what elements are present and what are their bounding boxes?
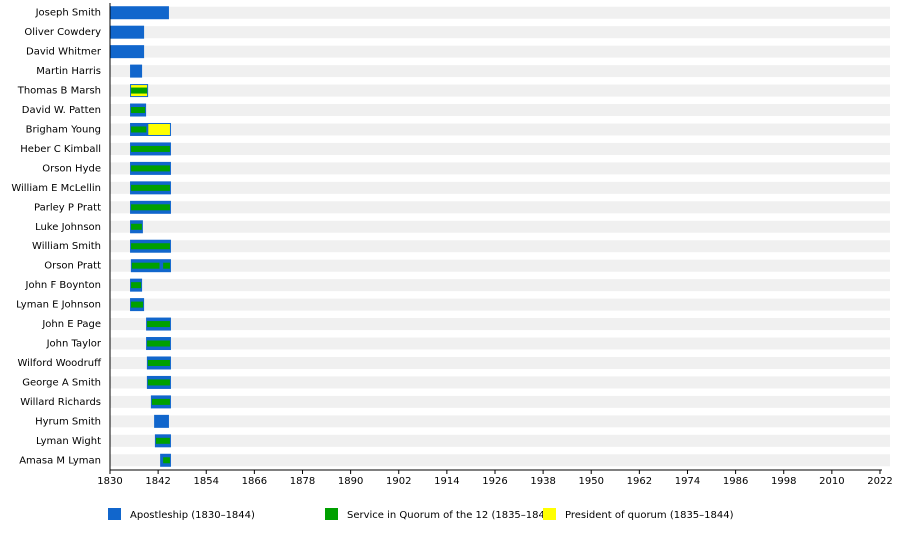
quorum-bar (163, 262, 170, 269)
row-label: Heber C Kimball (20, 144, 101, 155)
legend-swatch (543, 508, 556, 520)
row-band (110, 240, 890, 253)
legend-swatch (108, 508, 121, 520)
row-label: David Whitmer (26, 47, 102, 58)
row-label: George A Smith (22, 377, 101, 388)
row-label: Orson Hyde (42, 163, 101, 174)
row-band (110, 279, 890, 292)
x-tick-label: 1914 (434, 476, 459, 487)
row-band (110, 318, 890, 331)
apostleship-bar (154, 414, 169, 428)
row-label: Lyman E Johnson (16, 300, 101, 311)
x-tick-label: 1890 (338, 476, 363, 487)
row-band (110, 395, 890, 408)
quorum-bar (131, 262, 160, 269)
x-tick-label: 1830 (97, 476, 122, 487)
row-band (110, 434, 890, 447)
row-label: William Smith (32, 241, 101, 252)
row-band (110, 298, 890, 311)
row-label: Oliver Cowdery (24, 27, 101, 38)
row-label: Joseph Smith (35, 8, 101, 19)
quorum-bar (163, 457, 170, 464)
row-label: Luke Johnson (35, 222, 101, 233)
row-label: Amasa M Lyman (19, 455, 101, 466)
x-tick-label: 1998 (771, 476, 796, 487)
quorum-bar (147, 321, 170, 328)
quorum-bar (131, 282, 142, 289)
x-tick-label: 1974 (675, 476, 700, 487)
quorum-bar (151, 398, 170, 405)
row-band (110, 142, 890, 155)
x-tick-label: 1842 (145, 476, 170, 487)
row-label: Brigham Young (26, 124, 101, 135)
row-band (110, 123, 890, 136)
quorum-bar (147, 379, 170, 386)
row-label: Parley P Pratt (34, 202, 101, 213)
row-band (110, 259, 890, 272)
x-tick-label: 1938 (530, 476, 555, 487)
row-band (110, 84, 890, 97)
quorum-bar (147, 340, 170, 347)
row-label: David W. Patten (22, 105, 101, 116)
row-band (110, 220, 890, 233)
quorum-bar (155, 437, 170, 444)
row-band (110, 45, 890, 58)
row-label: John F Boynton (25, 280, 101, 291)
legend-swatch (325, 508, 338, 520)
row-band (110, 201, 890, 214)
legend-label: President of quorum (1835–1844) (565, 510, 734, 521)
x-tick-label: 1962 (627, 476, 652, 487)
apostleship-bar (110, 45, 145, 59)
row-band (110, 6, 890, 19)
quorum-bar (131, 184, 170, 191)
row-band (110, 104, 890, 117)
row-band (110, 376, 890, 389)
row-label: Lyman Wight (36, 436, 101, 447)
row-label: Wilford Woodruff (17, 358, 102, 369)
quorum-bar (131, 223, 142, 230)
legend-label: Apostleship (1830–1844) (130, 510, 255, 521)
row-band (110, 65, 890, 78)
x-tick-label: 1866 (242, 476, 267, 487)
x-tick-label: 1854 (194, 476, 219, 487)
quorum-bar (131, 145, 170, 152)
quorum-bar (131, 243, 170, 250)
x-tick-label: 1902 (386, 476, 411, 487)
row-label: John E Page (41, 319, 101, 330)
row-band (110, 415, 890, 428)
row-band (110, 337, 890, 350)
row-band (110, 454, 890, 467)
apostleship-bar (110, 25, 145, 39)
x-tick-label: 1950 (579, 476, 604, 487)
quorum-bar (131, 301, 144, 308)
row-label: Thomas B Marsh (17, 86, 101, 97)
apostleship-bar (130, 64, 143, 78)
quorum-bar (131, 87, 148, 94)
x-tick-label: 2010 (819, 476, 844, 487)
quorum-bar (131, 204, 170, 211)
row-label: William E McLellin (11, 183, 101, 194)
row-label: Martin Harris (36, 66, 101, 77)
president-bar (148, 123, 170, 135)
x-tick-label: 2022 (867, 476, 892, 487)
quorum-bar (131, 126, 147, 133)
row-band (110, 162, 890, 175)
legend-label: Service in Quorum of the 12 (1835–1844) (347, 510, 555, 521)
x-tick-label: 1878 (290, 476, 315, 487)
row-label: Hyrum Smith (35, 416, 101, 427)
row-label: Orson Pratt (44, 261, 101, 272)
quorum-bar (147, 359, 170, 366)
row-label: John Taylor (46, 339, 102, 350)
quorum-bar (131, 107, 146, 114)
x-tick-label: 1986 (723, 476, 748, 487)
quorum-bar (131, 165, 170, 172)
row-band (110, 26, 890, 39)
row-band (110, 181, 890, 194)
row-label: Willard Richards (20, 397, 101, 408)
row-band (110, 356, 890, 369)
x-tick-label: 1926 (482, 476, 507, 487)
apostleship-bar (110, 6, 169, 20)
